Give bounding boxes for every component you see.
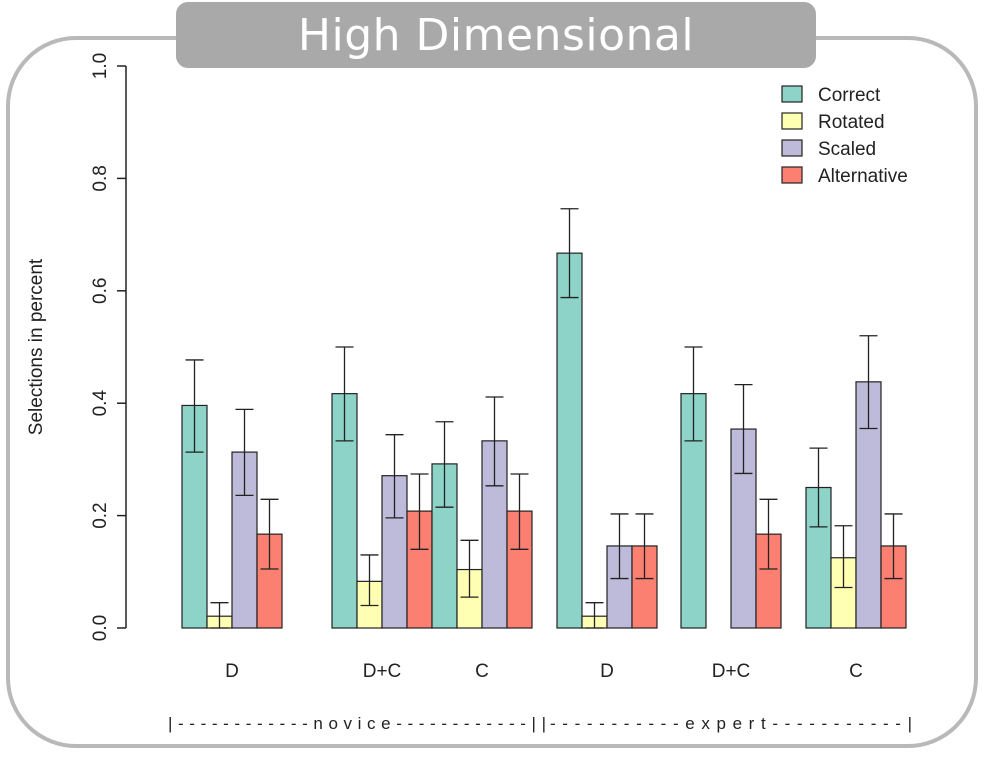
bar-correct <box>556 252 583 629</box>
y-tick-label: 0.0 <box>90 615 111 641</box>
category-labels: D D+C C D D+C C <box>225 661 863 682</box>
y-tick-label: 0.4 <box>90 390 111 417</box>
legend-swatch-scaled <box>781 139 803 157</box>
legend-swatch-correct <box>781 85 803 103</box>
legend-label-alternative: Alternative <box>818 166 908 187</box>
y-axis-title: Selections in percent <box>26 258 47 435</box>
rounded-frame <box>6 36 978 748</box>
title-banner: High Dimensional <box>176 2 816 68</box>
category-label: D+C <box>363 661 402 682</box>
group-label-novice: |------------novice------------|| <box>168 714 546 733</box>
bar-correct <box>181 404 208 629</box>
y-tick-label: 0.8 <box>90 165 111 191</box>
y-axis: 0.0 0.2 0.4 0.6 0.8 1.0 <box>90 53 127 641</box>
y-tick-label: 0.6 <box>90 278 111 304</box>
bar-scaled <box>855 381 882 629</box>
legend-swatch-rotated <box>781 112 803 130</box>
y-tick-label: 1.0 <box>90 53 111 79</box>
chart-title: High Dimensional <box>297 9 695 61</box>
bars-layer <box>181 252 907 629</box>
legend: Correct Rotated Scaled Alternative <box>781 85 908 187</box>
legend-swatch-alternative <box>781 166 803 184</box>
y-tick-label: 0.2 <box>90 502 111 528</box>
legend-label-scaled: Scaled <box>818 139 876 160</box>
group-label-expert: -----------expert-----------| <box>550 714 912 733</box>
category-label: C <box>475 661 489 682</box>
error-bars-layer <box>185 208 903 629</box>
category-label: D <box>225 661 239 682</box>
category-label: C <box>849 661 863 682</box>
legend-label-rotated: Rotated <box>818 112 885 133</box>
category-label: D+C <box>712 661 751 682</box>
legend-label-correct: Correct <box>818 85 881 106</box>
category-label: D <box>600 661 614 682</box>
